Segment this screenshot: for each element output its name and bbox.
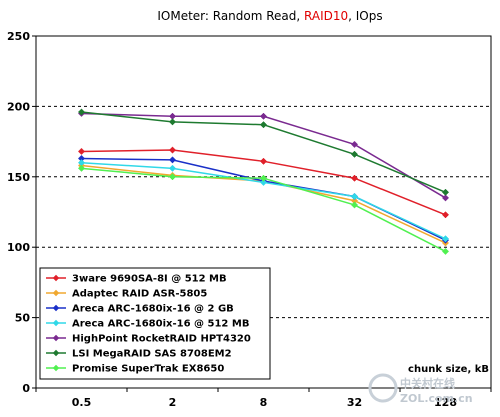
chart-title: IOMeter: Random Read, RAID10, IOps: [157, 9, 382, 23]
data-point: [77, 108, 86, 116]
data-point: [350, 150, 359, 158]
legend-swatch-marker: [52, 334, 60, 342]
y-tick-label: 200: [7, 100, 30, 113]
data-point: [168, 146, 177, 154]
legend-item: LSI MegaRAID SAS 8708EM2: [46, 349, 232, 360]
x-tick-label: 0.5: [72, 396, 92, 409]
legend-item: 3ware 9690SA-8I @ 512 MB: [46, 274, 227, 285]
y-tick-label: 150: [7, 171, 30, 184]
legend-swatch-marker: [52, 289, 60, 297]
watermark-logo-icon: [368, 373, 398, 403]
legend-item: HighPoint RocketRAID HPT4320: [46, 334, 251, 345]
chart-title-part: IOMeter: Random Read,: [157, 9, 304, 23]
chart-title-part: , IOps: [348, 9, 382, 23]
data-point: [168, 173, 177, 181]
legend-swatch-marker: [52, 364, 60, 372]
watermark-line2: ZOL.com.cn: [400, 392, 473, 405]
y-tick-label: 250: [7, 30, 30, 43]
legend: 3ware 9690SA-8I @ 512 MB Adaptec RAID ASR…: [39, 267, 271, 380]
legend-item: Areca ARC-1680ix-16 @ 512 MB: [46, 319, 249, 330]
watermark-line1: 中关村在线: [400, 376, 455, 390]
legend-label: Areca ARC-1680ix-16 @ 512 MB: [72, 319, 249, 330]
y-tick-label: 0: [22, 382, 30, 395]
x-tick-label: 128: [434, 396, 457, 409]
legend-item: Adaptec RAID ASR-5805: [46, 289, 207, 300]
data-point: [168, 164, 177, 172]
data-point: [350, 192, 359, 201]
legend-box: [39, 267, 271, 380]
series-0: [77, 146, 450, 219]
grid-lines: [36, 105, 491, 319]
data-point: [168, 156, 177, 164]
y-tick-label: 50: [15, 312, 31, 325]
legend-label: Promise SuperTrak EX8650: [72, 364, 224, 375]
x-tick-label: 8: [260, 396, 268, 409]
data-point: [350, 140, 359, 148]
watermark: 中关村在线 ZOL.com.cn: [368, 373, 473, 405]
x-axis-label: chunk size, kB: [408, 364, 489, 375]
data-point: [441, 235, 450, 243]
data-point: [259, 178, 268, 186]
legend-item: Promise SuperTrak EX8650: [46, 364, 224, 375]
data-point: [259, 157, 268, 165]
y-tick-label: 100: [7, 241, 30, 254]
series-lines: [77, 108, 450, 255]
data-point: [259, 112, 268, 120]
legend-swatch-marker: [52, 274, 60, 282]
data-point: [77, 164, 86, 172]
legend-label: LSI MegaRAID SAS 8708EM2: [72, 349, 232, 360]
plot-border: [35, 35, 492, 389]
chart-title-part: RAID10: [304, 9, 348, 23]
data-point: [350, 201, 359, 209]
data-point: [441, 211, 450, 219]
data-point: [350, 174, 359, 182]
legend-swatch-marker: [52, 304, 60, 312]
legend-item: Areca ARC-1680ix-16 @ 2 GB: [46, 304, 234, 315]
series-3: [77, 159, 450, 243]
x-tick-label: 2: [169, 396, 177, 409]
data-point: [168, 118, 177, 126]
data-point: [259, 121, 268, 129]
series-5: [77, 108, 450, 196]
data-point: [259, 174, 268, 182]
legend-label: Areca ARC-1680ix-16 @ 2 GB: [72, 304, 234, 315]
axis-ticks: 0 50 100 150 200 250 0.5 2 8 32 128: [7, 30, 492, 409]
data-point: [441, 194, 450, 202]
x-tick-label: 32: [347, 396, 362, 409]
series-6: [77, 164, 450, 255]
legend-swatch-marker: [52, 349, 60, 357]
legend-label: HighPoint RocketRAID HPT4320: [72, 334, 251, 345]
legend-swatch-marker: [52, 319, 60, 327]
data-point: [77, 147, 86, 156]
legend-label: Adaptec RAID ASR-5805: [72, 289, 207, 300]
data-point: [441, 247, 450, 255]
legend-label: 3ware 9690SA-8I @ 512 MB: [72, 274, 227, 285]
data-point: [441, 188, 450, 196]
